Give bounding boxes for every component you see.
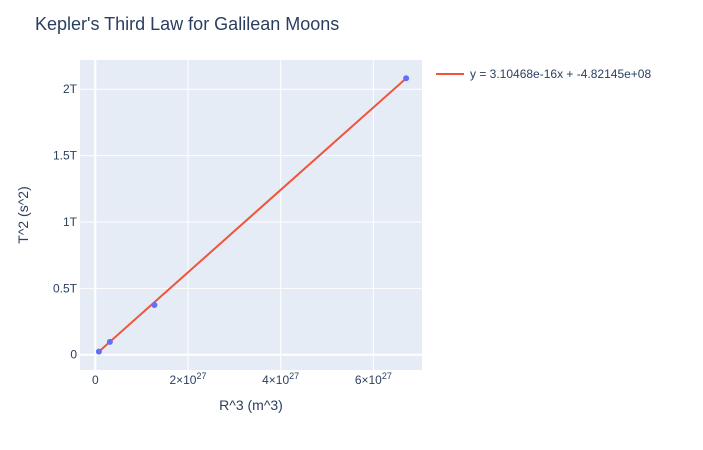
x-tick-label: 0 <box>92 373 99 387</box>
y-axis-title: T^2 (s^2) <box>15 186 31 243</box>
legend[interactable]: y = 3.10468e-16x + -4.82145e+08 <box>436 67 651 81</box>
x-tick-label: 2×1027 <box>169 371 206 387</box>
y-tick-label: 0 <box>70 348 77 362</box>
y-tick-label: 0.5T <box>53 281 78 295</box>
x-tick-label: 6×1027 <box>355 371 392 387</box>
chart-title: Kepler's Third Law for Galilean Moons <box>35 14 339 34</box>
data-point <box>151 302 158 309</box>
data-point <box>403 75 410 82</box>
y-tick-label: 2T <box>63 82 78 96</box>
x-tick-exponent: 27 <box>196 371 206 381</box>
grid-lines <box>80 60 422 370</box>
y-axis-ticks: 0 0.5T 1T 1.5T 2T <box>53 82 78 362</box>
x-axis-ticks: 0 2×1027 4×1027 6×1027 <box>92 371 392 387</box>
x-tick-exponent: 27 <box>289 371 299 381</box>
x-tick-base: 4×10 <box>262 373 289 387</box>
legend-label: y = 3.10468e-16x + -4.82145e+08 <box>470 67 651 81</box>
x-tick-exponent: 27 <box>382 371 392 381</box>
x-tick-label: 4×1027 <box>262 371 299 387</box>
y-tick-label: 1T <box>63 215 78 229</box>
x-axis-title: R^3 (m^3) <box>219 397 283 413</box>
y-tick-label: 1.5T <box>53 149 78 163</box>
x-tick-base: 0 <box>92 373 99 387</box>
data-points <box>95 75 410 355</box>
x-tick-base: 2×10 <box>169 373 196 387</box>
x-tick-base: 6×10 <box>355 373 382 387</box>
data-point <box>95 348 102 355</box>
fit-line <box>98 77 407 353</box>
data-point <box>106 338 113 345</box>
fit-line-group <box>98 77 407 353</box>
